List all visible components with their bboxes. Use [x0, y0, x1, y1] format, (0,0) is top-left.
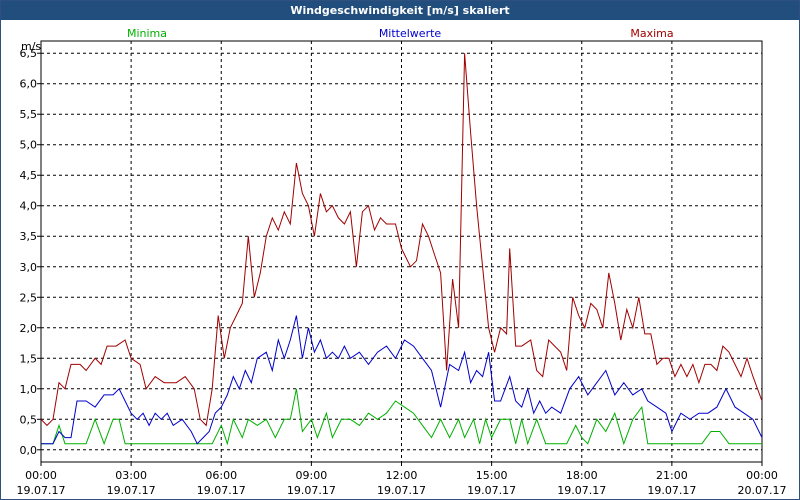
series-line-mittelwerte	[41, 315, 763, 445]
x-tick-time: 03:00	[115, 469, 147, 482]
y-tick-label: 1,0	[20, 383, 38, 396]
legend-maxima: Maxima	[630, 27, 673, 40]
y-tick-label: 3,5	[20, 230, 38, 243]
x-tick-time: 15:00	[476, 469, 508, 482]
y-axis: 0,0 0,5 1,0 1,5 2,0 2,5 3,0 3,5 4,0 4,5 5,0 5,5 6,0 6…	[20, 47, 41, 457]
x-tick-date: 19.07.17	[107, 484, 156, 497]
y-tick-label: 4,5	[20, 169, 38, 182]
x-tick-time: 00:00	[746, 469, 778, 482]
x-tick-date: 19.07.17	[647, 484, 696, 497]
x-tick-date: 20.07.17	[738, 484, 787, 497]
legend-mittelwerte: Mittelwerte	[379, 27, 442, 40]
x-tick-date: 19.07.17	[17, 484, 66, 497]
x-tick-date: 19.07.17	[377, 484, 426, 497]
x-axis: 00:00 19.07.17 03:00 19.07.17 06:00 19.07.17 0…	[17, 462, 787, 497]
grid	[40, 41, 763, 462]
y-tick-label: 6,5	[20, 47, 38, 60]
series-line-maxima	[40, 53, 763, 427]
y-tick-label: 0,0	[20, 444, 38, 457]
x-tick-time: 21:00	[656, 469, 688, 482]
x-tick-date: 19.07.17	[287, 484, 336, 497]
x-tick-date: 19.07.17	[467, 484, 516, 497]
y-tick-label: 6,0	[20, 78, 38, 91]
legend-minima: Minima	[127, 27, 167, 40]
x-tick-time: 09:00	[296, 469, 328, 482]
x-tick-time: 18:00	[566, 469, 598, 482]
series-lines	[40, 53, 763, 446]
x-tick-time: 06:00	[205, 469, 237, 482]
chart-title: Windgeschwindigkeit [m/s] skaliert	[1, 1, 799, 20]
y-tick-label: 2,5	[20, 291, 38, 304]
y-tick-label: 0,5	[20, 413, 38, 426]
x-tick-time: 12:00	[386, 469, 418, 482]
y-tick-label: 4,0	[20, 200, 38, 213]
x-tick-date: 19.07.17	[557, 484, 606, 497]
y-tick-label: 3,0	[20, 261, 38, 274]
y-tick-label: 2,0	[20, 322, 38, 335]
y-axis-label: m/s	[21, 40, 41, 53]
series-line-minima	[41, 388, 762, 446]
y-tick-label: 1,5	[20, 352, 38, 365]
x-tick-date: 19.07.17	[197, 484, 246, 497]
x-tick-time: 00:00	[25, 469, 57, 482]
y-tick-label: 5,0	[20, 139, 38, 152]
y-tick-label: 5,5	[20, 108, 38, 121]
